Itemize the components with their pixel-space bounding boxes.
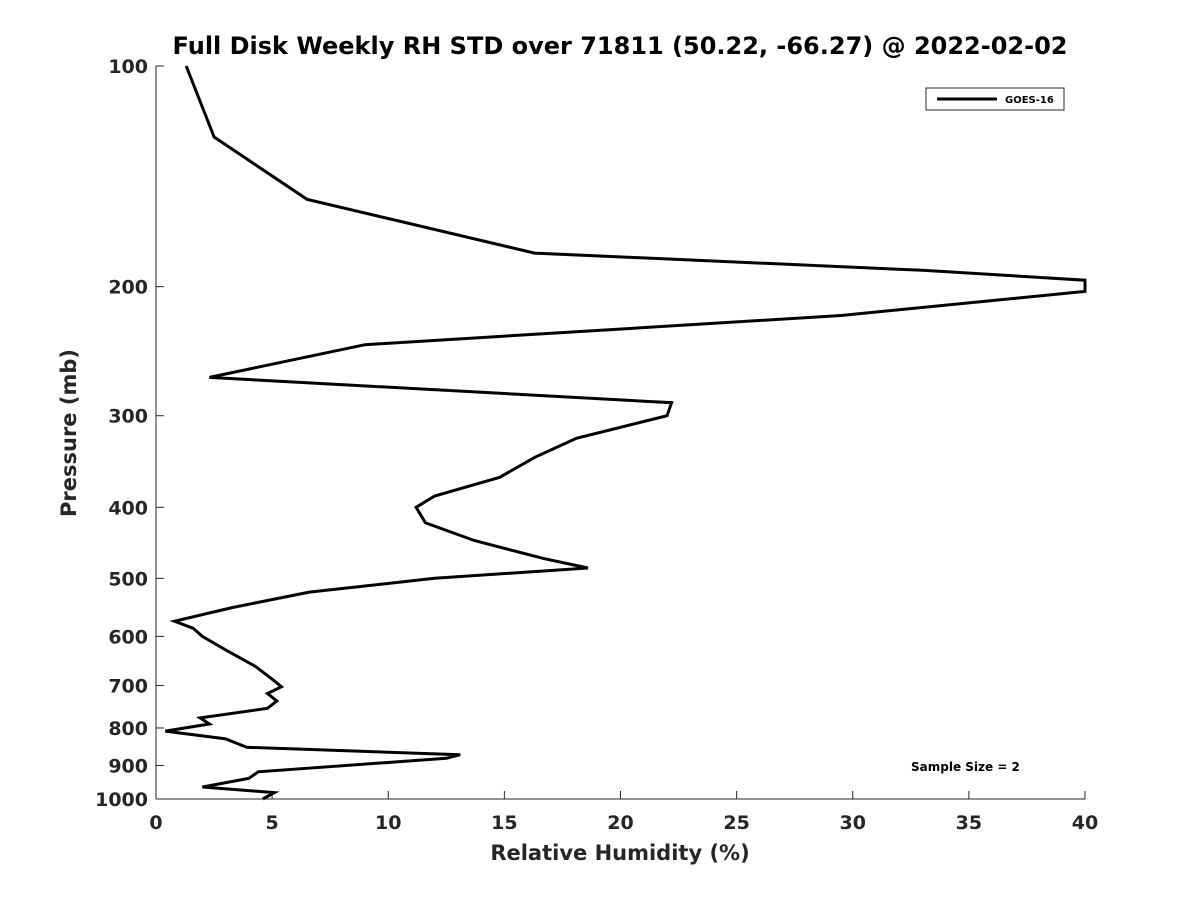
- x-tick-label: 35: [956, 812, 982, 834]
- chart-title: Full Disk Weekly RH STD over 71811 (50.2…: [173, 32, 1068, 60]
- legend-label: GOES-16: [1005, 95, 1054, 106]
- x-axis-label: Relative Humidity (%): [490, 841, 749, 865]
- legend: GOES-16: [925, 87, 1065, 111]
- x-tick-label: 5: [266, 812, 279, 834]
- y-axis-label: Pressure (mb): [57, 349, 81, 517]
- x-tick-label: 30: [840, 812, 866, 834]
- y-tick-label: 800: [108, 718, 148, 740]
- sample-size-annotation: Sample Size = 2: [911, 760, 1020, 774]
- y-tick-label: 200: [108, 277, 148, 299]
- y-tick-label: 300: [108, 406, 148, 428]
- x-tick-label: 40: [1072, 812, 1098, 834]
- x-tick-label: 20: [607, 812, 633, 834]
- y-axis-ticks: 100 200 300 400 500 600 700 800 900 1000: [95, 56, 164, 811]
- y-tick-label: 100: [108, 56, 148, 78]
- y-tick-label: 400: [108, 497, 148, 519]
- y-tick-label: 900: [108, 755, 148, 777]
- x-tick-label: 0: [149, 812, 162, 834]
- y-tick-label: 500: [108, 568, 148, 590]
- x-tick-label: 10: [375, 812, 401, 834]
- series-line-goes-16: [165, 65, 1087, 801]
- y-tick-label: 1000: [95, 789, 148, 811]
- plot-area: [156, 66, 1085, 799]
- y-tick-label: 700: [108, 675, 148, 697]
- x-axis-ticks: 0 5 10 15 20 25 30 35 40: [149, 791, 1098, 834]
- y-tick-label: 600: [108, 626, 148, 648]
- x-tick-label: 15: [491, 812, 517, 834]
- x-tick-label: 25: [723, 812, 749, 834]
- series-layer: [165, 65, 1087, 801]
